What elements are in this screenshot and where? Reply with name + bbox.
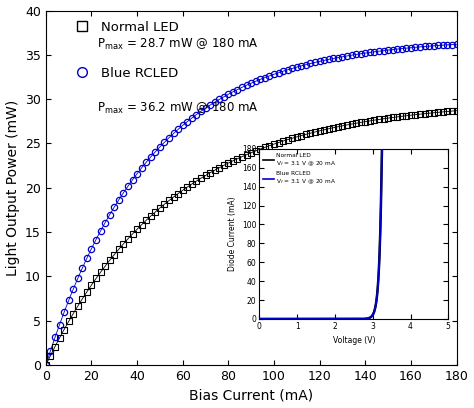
Text: P$_\mathrm{max}$ = 36.2 mW @ 180 mA: P$_\mathrm{max}$ = 36.2 mW @ 180 mA: [97, 101, 259, 116]
Legend: Normal LED, Blue RCLED: Normal LED, Blue RCLED: [69, 21, 178, 80]
X-axis label: Bias Current (mA): Bias Current (mA): [189, 388, 313, 402]
Y-axis label: Light Output Power (mW): Light Output Power (mW): [6, 100, 19, 276]
Text: P$_\mathrm{max}$ = 28.7 mW @ 180 mA: P$_\mathrm{max}$ = 28.7 mW @ 180 mA: [97, 37, 259, 52]
